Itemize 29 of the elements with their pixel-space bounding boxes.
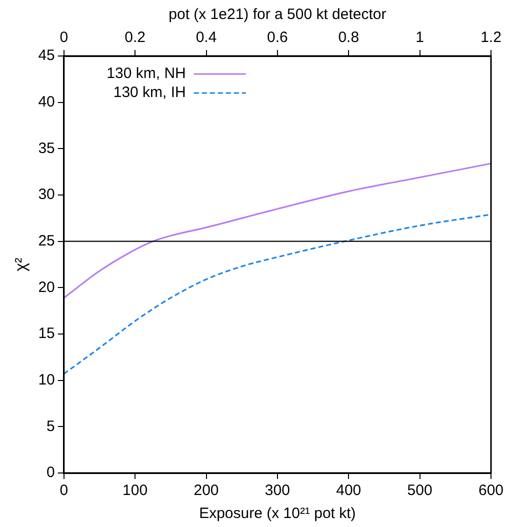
x-tick-label: 100 <box>122 482 148 500</box>
x-tick-label: 500 <box>407 482 432 500</box>
y-tick-label: 45 <box>38 47 55 64</box>
y-tick-label: 0 <box>46 464 55 482</box>
x2-tick-label: 0.6 <box>267 29 288 46</box>
y-tick-label: 25 <box>38 232 55 250</box>
x2-tick-label: 1 <box>416 29 424 46</box>
legend-label: 130 km, NH <box>106 65 186 82</box>
x2-tick-label: 0 <box>60 29 68 46</box>
y-tick-label: 15 <box>38 325 55 342</box>
y-tick-label: 10 <box>38 371 55 388</box>
y-tick-label: 5 <box>46 418 55 435</box>
y-tick-label: 40 <box>38 93 55 110</box>
x-tick-label: 0 <box>60 482 68 500</box>
x-tick-label: 200 <box>194 482 219 500</box>
x2-axis-title: pot (x 1e21) for a 500 kt detector <box>168 6 386 24</box>
y-tick-label: 30 <box>38 186 55 204</box>
x-tick-label: 600 <box>478 482 504 500</box>
y-tick-label: 35 <box>38 140 55 157</box>
x2-tick-label: 0.4 <box>196 29 217 46</box>
x-tick-label: 400 <box>336 482 362 500</box>
x-tick-label: 300 <box>264 482 290 500</box>
y-tick-label: 20 <box>38 278 55 296</box>
y-axis-title: χ² <box>13 256 30 272</box>
legend-label: 130 km, IH <box>113 84 186 102</box>
x-axis-title: Exposure (x 10²¹ pot kt) <box>199 505 356 522</box>
x2-tick-label: 0.8 <box>338 29 360 46</box>
x2-tick-label: 0.2 <box>124 29 146 46</box>
x2-tick-label: 1.2 <box>480 29 502 46</box>
